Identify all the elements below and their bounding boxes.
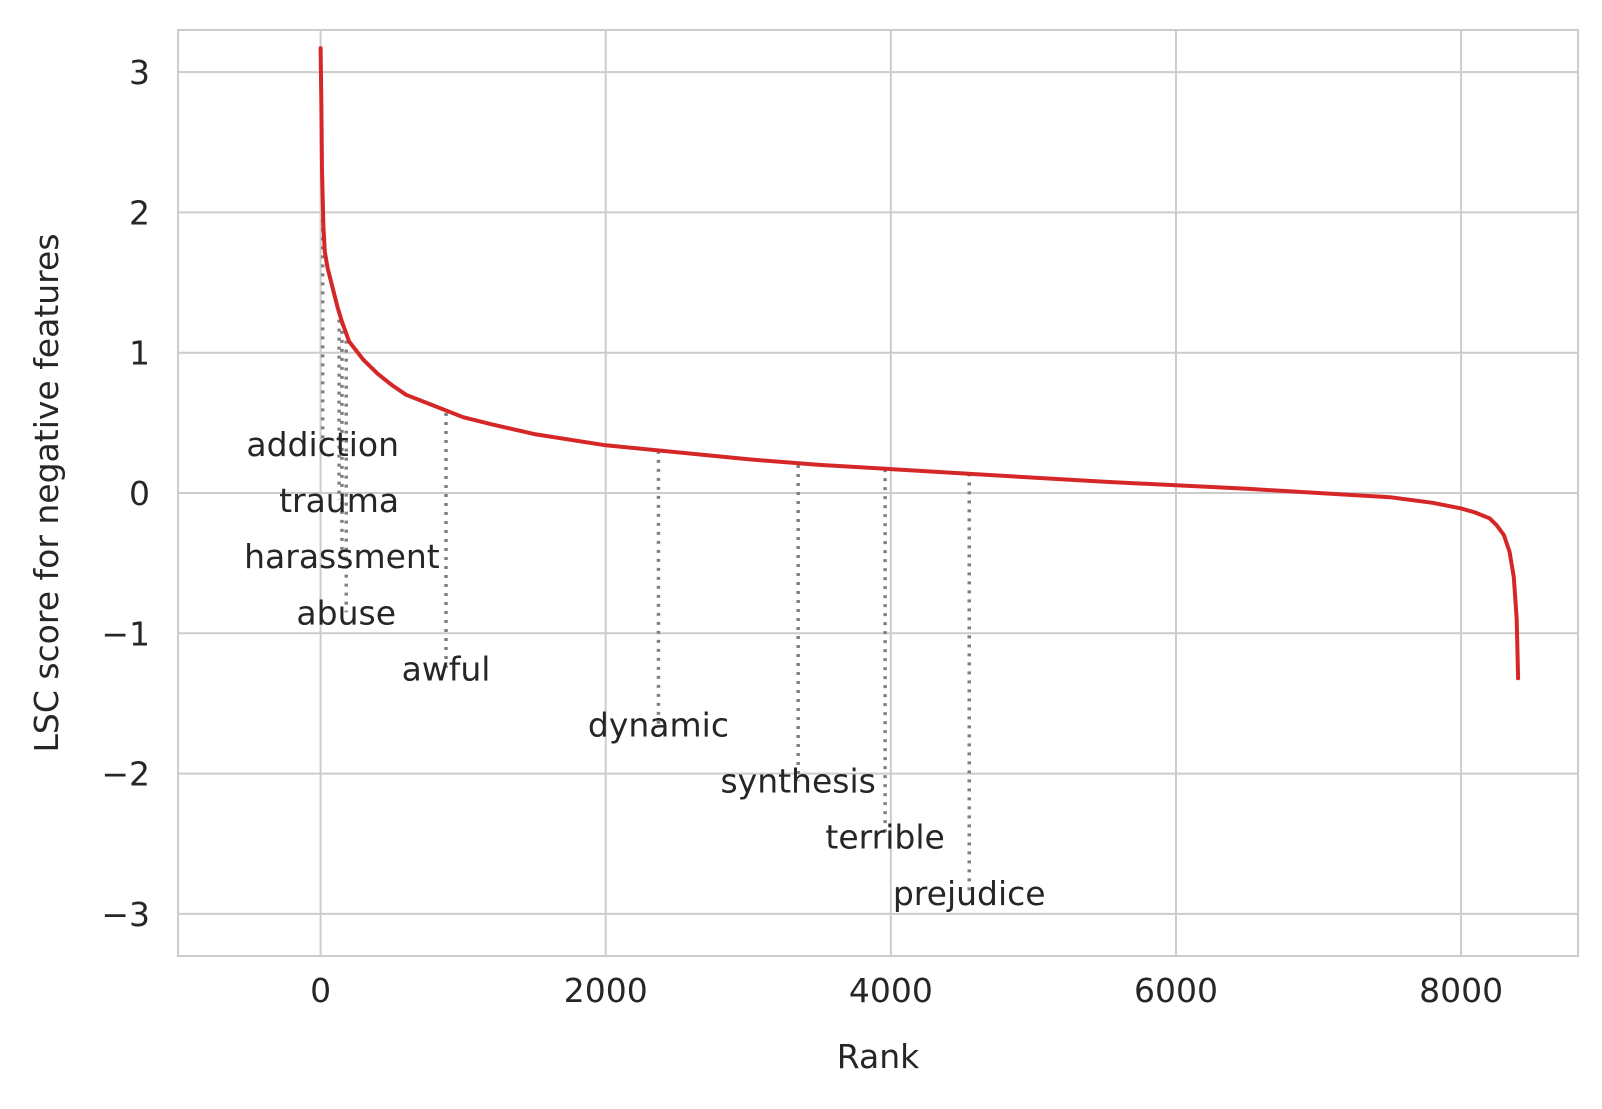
annotation-label: awful [402, 649, 491, 688]
x-axis-label: Rank [837, 1037, 920, 1076]
y-tick-label: 1 [129, 334, 150, 373]
x-tick-labels: 0 2000 4000 6000 8000 [310, 971, 1503, 1010]
series-line [318, 46, 1521, 681]
x-tick-label: 4000 [849, 971, 933, 1010]
annotation-label: terrible [825, 818, 944, 857]
y-tick-label: 3 [129, 53, 150, 92]
annotation-label: dynamic [588, 706, 729, 745]
y-tick-label: −2 [101, 755, 150, 794]
annotation-label: abuse [296, 593, 396, 632]
y-tick-labels: −3 −2 −1 0 1 2 3 [101, 53, 150, 934]
y-tick-label: 0 [129, 474, 150, 513]
annotation-label: trauma [279, 481, 399, 520]
annotation-label: addiction [246, 425, 399, 464]
x-tick-label: 8000 [1419, 971, 1503, 1010]
x-tick-label: 6000 [1134, 971, 1218, 1010]
x-tick-label: 0 [310, 971, 331, 1010]
y-tick-label: −3 [101, 895, 150, 934]
series-group [318, 46, 1521, 681]
annotation-label: prejudice [893, 874, 1046, 913]
annotation-label: harassment [244, 537, 440, 576]
y-axis-label: LSC score for negative features [27, 233, 66, 752]
plot-frame [177, 29, 1579, 957]
x-tick-label: 2000 [564, 971, 648, 1010]
annotation-lines [320, 219, 971, 893]
annotation-label: synthesis [720, 762, 875, 801]
y-tick-label: 2 [129, 193, 150, 232]
y-tick-label: −1 [101, 614, 150, 653]
